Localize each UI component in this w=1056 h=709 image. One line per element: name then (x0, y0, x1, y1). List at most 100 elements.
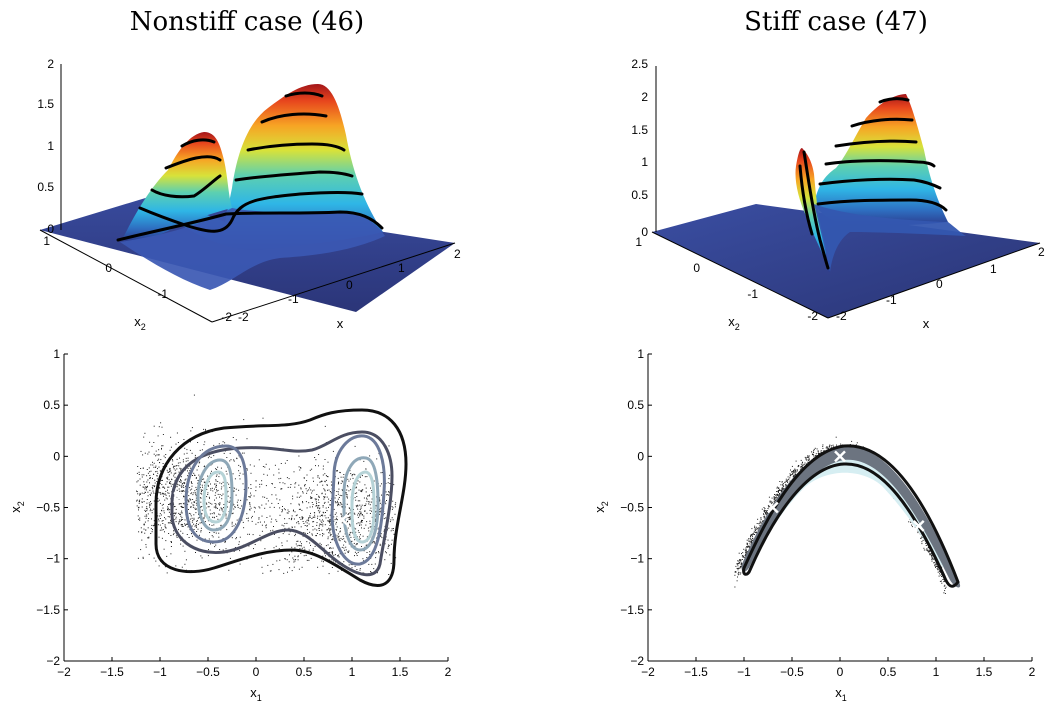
sample-point (253, 506, 255, 508)
sample-point (254, 511, 255, 513)
sample-point (330, 492, 332, 494)
sample-point (748, 545, 750, 547)
sample-point (284, 558, 286, 560)
sample-point (782, 487, 784, 489)
sample-point (738, 567, 740, 569)
sample-point (149, 489, 151, 491)
sample-point (773, 500, 775, 502)
sample-point (317, 566, 319, 568)
sample-point (342, 490, 343, 491)
sample-point (144, 491, 146, 493)
sample-point (941, 576, 943, 577)
y-tick-label: 0.5 (43, 398, 60, 412)
sample-point (188, 512, 190, 514)
sample-point (379, 513, 380, 515)
sample-point (379, 511, 381, 513)
surface-x-ticks: -2 -1 0 1 2 (238, 247, 461, 324)
sample-point (146, 475, 148, 477)
sample-point (192, 475, 193, 476)
sample-point (162, 463, 164, 464)
sample-point (330, 523, 332, 525)
sample-point (180, 543, 182, 545)
sample-point (806, 459, 808, 461)
sample-point (369, 501, 371, 503)
sample-point (174, 512, 176, 514)
sample-point (771, 497, 773, 499)
sample-point (271, 494, 273, 496)
sample-point (220, 467, 222, 469)
sample-point (306, 507, 308, 509)
sample-point (141, 476, 143, 478)
y-tick-label: -1 (747, 287, 758, 301)
sample-point (207, 457, 209, 459)
sample-point (293, 566, 295, 568)
sample-point (383, 530, 385, 532)
sample-point (335, 529, 337, 530)
x-tick-label: −0.5 (780, 665, 804, 679)
sample-point (209, 497, 210, 499)
sample-point (388, 527, 390, 529)
sample-point (748, 545, 750, 547)
z-tick-label: 0.5 (631, 188, 648, 202)
sample-point (149, 504, 150, 506)
sample-point (158, 520, 160, 522)
sample-point (741, 564, 743, 566)
sample-point (362, 489, 363, 491)
sample-point (317, 476, 319, 478)
sample-point (152, 488, 154, 490)
mode-marker (336, 513, 349, 526)
sample-point (354, 527, 356, 529)
sample-point (318, 505, 320, 507)
sample-point (140, 450, 142, 452)
sample-point (351, 475, 353, 477)
sample-point (166, 469, 168, 471)
sample-point (148, 537, 150, 539)
x-axis-label: x1 (250, 685, 262, 703)
sample-point (221, 486, 223, 488)
sample-point (258, 518, 260, 520)
sample-point (770, 500, 772, 502)
sample-point (177, 442, 179, 443)
sample-point (930, 553, 932, 555)
sample-point (330, 541, 332, 543)
sample-point (182, 506, 184, 508)
sample-point (167, 522, 169, 524)
sample-point (158, 518, 159, 520)
sample-point (230, 459, 232, 461)
sample-point (364, 505, 366, 506)
sample-point (141, 498, 143, 500)
y-tick-label: 0.5 (627, 398, 644, 412)
sample-point (195, 526, 197, 528)
sample-point (304, 548, 306, 550)
sample-point (188, 509, 189, 510)
sample-point (159, 529, 161, 531)
sample-point (298, 484, 300, 486)
sample-point (281, 542, 283, 544)
sample-point (192, 494, 194, 496)
sample-point (387, 539, 389, 541)
sample-point (191, 521, 193, 523)
sample-point (329, 522, 331, 524)
sample-point (251, 520, 253, 522)
sample-point (936, 563, 938, 565)
z-tick-label: 1.5 (37, 97, 54, 111)
sample-point (345, 541, 347, 543)
sample-point (734, 571, 736, 573)
sample-point (144, 532, 146, 534)
sample-point (278, 472, 280, 474)
sample-point (778, 489, 780, 491)
sample-point (251, 515, 253, 517)
sample-point (170, 513, 171, 515)
sample-point (363, 517, 365, 519)
sample-point (168, 474, 170, 476)
plot-area (136, 394, 408, 587)
sample-point (160, 459, 162, 461)
sample-point (258, 506, 260, 508)
sample-point (324, 481, 326, 483)
sample-point (323, 497, 325, 499)
sample-point (145, 507, 147, 509)
sample-point (740, 567, 742, 569)
sample-point (154, 485, 156, 487)
sample-point (765, 512, 767, 514)
sample-point (259, 521, 261, 523)
